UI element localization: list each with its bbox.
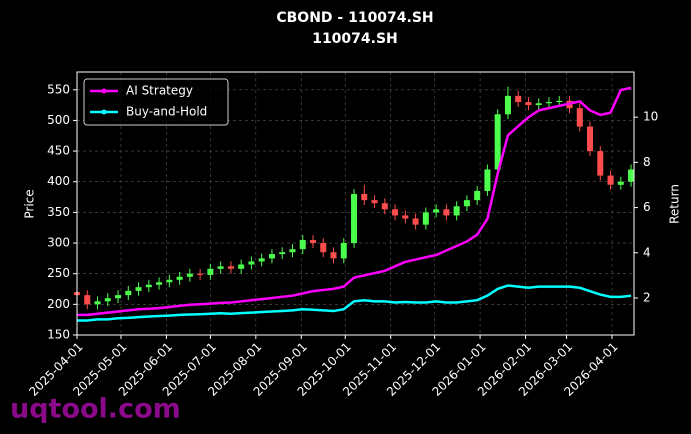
candle-body bbox=[556, 100, 563, 103]
candle-body bbox=[299, 239, 306, 250]
candle-body bbox=[104, 298, 111, 302]
y-tick-label: 450 bbox=[47, 144, 70, 158]
y2-tick-label: 4 bbox=[643, 245, 651, 259]
candle-body bbox=[268, 254, 275, 259]
candle-body bbox=[217, 266, 224, 269]
candle-body bbox=[545, 102, 552, 104]
candle-body bbox=[402, 215, 409, 219]
candle-body bbox=[351, 193, 358, 244]
watermark: uqtool.com bbox=[10, 394, 181, 425]
legend-box bbox=[83, 78, 229, 126]
candle-body bbox=[494, 114, 501, 170]
chart-subtitle: 110074.SH bbox=[312, 31, 398, 47]
candle-body bbox=[484, 169, 491, 191]
y-tick-label: 350 bbox=[47, 205, 70, 219]
candle-body bbox=[474, 190, 481, 201]
candle-body bbox=[617, 181, 624, 185]
y-tick-label: 300 bbox=[47, 236, 70, 250]
candle-body bbox=[227, 266, 234, 269]
candle-body bbox=[361, 193, 368, 201]
candle-body bbox=[504, 95, 511, 115]
y-tick-label: 500 bbox=[47, 113, 70, 127]
candle-body bbox=[628, 169, 635, 182]
line-series bbox=[77, 284, 632, 322]
candle-body bbox=[176, 276, 183, 280]
candle-body bbox=[340, 243, 347, 259]
candle-body bbox=[371, 200, 378, 204]
y-tick-label: 150 bbox=[47, 328, 70, 342]
candle-body bbox=[279, 252, 286, 255]
candle-body bbox=[248, 261, 255, 265]
candle-body bbox=[238, 264, 245, 269]
candle-body bbox=[576, 108, 583, 127]
y-axis-label: Price bbox=[23, 189, 37, 218]
candle-body bbox=[320, 243, 327, 253]
line-series bbox=[77, 86, 632, 317]
plot-frame bbox=[76, 71, 635, 336]
candle-body bbox=[309, 239, 316, 244]
legend-label: Buy-and-Hold bbox=[126, 105, 207, 119]
candle-body bbox=[115, 295, 122, 299]
y2-tick-label: 2 bbox=[643, 290, 651, 304]
legend-label: AI Strategy bbox=[126, 84, 193, 98]
y-tick-label: 400 bbox=[47, 174, 70, 188]
candle-body bbox=[258, 258, 265, 262]
y-tick-label: 550 bbox=[47, 82, 70, 96]
candle-body bbox=[145, 284, 152, 288]
candle-body bbox=[422, 212, 429, 225]
candle-body bbox=[433, 209, 440, 213]
candle-body bbox=[412, 218, 419, 225]
candle-body bbox=[186, 273, 193, 277]
candle-body bbox=[84, 295, 91, 305]
candle-body bbox=[515, 95, 522, 103]
candle-body bbox=[207, 268, 214, 275]
candle-body bbox=[289, 249, 296, 253]
candle-body bbox=[453, 206, 460, 216]
candle-body bbox=[381, 203, 388, 210]
legend-marker bbox=[101, 109, 107, 115]
candle-body bbox=[392, 209, 399, 216]
chart-title: CBOND - 110074.SH bbox=[276, 10, 433, 26]
candle-body bbox=[607, 175, 614, 185]
y2-tick-label: 10 bbox=[643, 110, 658, 124]
y2-axis-label: Return bbox=[668, 184, 682, 224]
candle-body bbox=[525, 102, 532, 106]
y-tick-label: 200 bbox=[47, 297, 70, 311]
candle-body bbox=[156, 282, 163, 285]
candle-body bbox=[587, 126, 594, 152]
candle-body bbox=[463, 200, 470, 207]
candle-body bbox=[330, 252, 337, 259]
y2-tick-label: 8 bbox=[643, 155, 651, 169]
legend-marker bbox=[101, 88, 107, 94]
candle-body bbox=[443, 209, 450, 216]
candle-body bbox=[197, 273, 204, 275]
y2-tick-label: 6 bbox=[643, 200, 651, 214]
candle-body bbox=[597, 151, 604, 176]
candle-body bbox=[166, 279, 173, 283]
candle-body bbox=[125, 290, 132, 296]
y-tick-label: 250 bbox=[47, 266, 70, 280]
candle-body bbox=[535, 103, 542, 106]
candle-body bbox=[135, 287, 142, 291]
candle-body bbox=[94, 301, 101, 305]
